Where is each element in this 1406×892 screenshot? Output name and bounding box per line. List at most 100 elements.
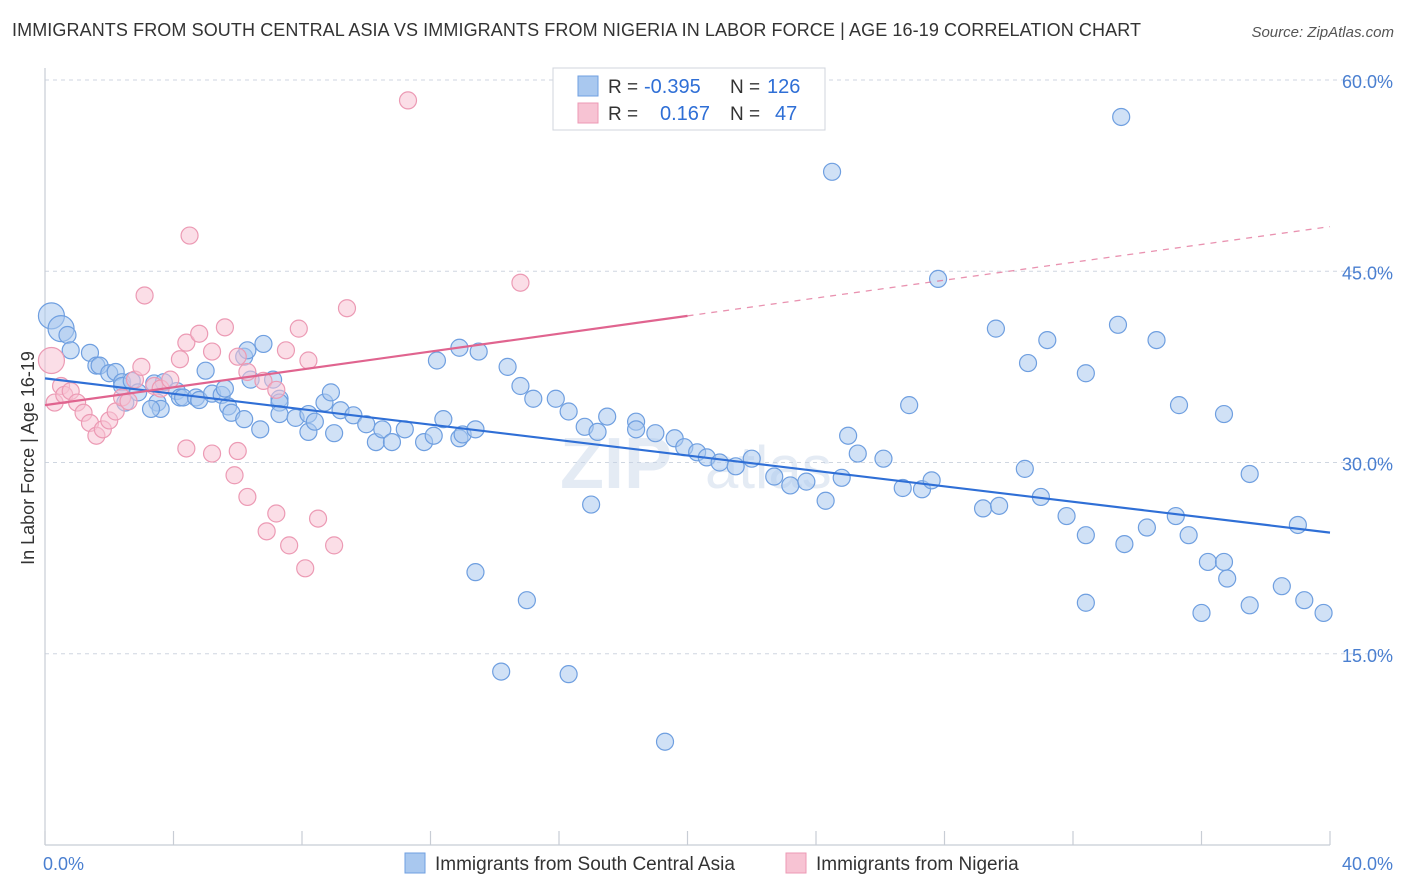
blue-point-127 — [1038, 331, 1057, 350]
bottom-legend-label-blue: Immigrants from South Central Asia — [435, 854, 735, 875]
legend-n-label-pink: N = — [730, 104, 760, 125]
pink-point-27 — [267, 380, 286, 399]
blue-point-100 — [1166, 506, 1185, 526]
pink-point-40 — [325, 536, 344, 555]
blue-point-67 — [559, 402, 578, 421]
blue-point-102 — [1198, 552, 1218, 572]
blue-point-112 — [655, 732, 675, 751]
x-tick-label-0: 0.0% — [43, 854, 84, 874]
blue-point-118 — [1240, 464, 1259, 484]
blue-point-64 — [511, 376, 530, 396]
blue-point-128 — [900, 396, 919, 415]
pink-point-37 — [280, 536, 299, 555]
blue-point-129 — [1076, 364, 1095, 383]
pink-point-34 — [238, 487, 257, 507]
chart-title: IMMIGRANTS FROM SOUTH CENTRAL ASIA VS IM… — [12, 20, 1142, 40]
blue-point-119 — [1288, 515, 1307, 535]
blue-point-3 — [61, 341, 80, 360]
legend-r-label-pink: R = — [608, 104, 638, 125]
blue-point-53 — [395, 420, 414, 439]
blue-point-49 — [357, 415, 376, 434]
blue-point-62 — [469, 342, 488, 361]
y-axis-label: In Labor Force | Age 16-19 — [18, 351, 38, 565]
y-tick-label-0: 15.0% — [1342, 646, 1393, 666]
pink-point-44 — [135, 286, 154, 305]
pink-point-15 — [132, 357, 151, 376]
blue-point-45 — [325, 424, 344, 443]
legend-n-value-pink: 47 — [775, 103, 797, 125]
pink-point-33 — [225, 466, 244, 485]
bottom-legend: Immigrants from South Central Asia Immig… — [404, 852, 1019, 875]
blue-point-109 — [517, 591, 536, 610]
blue-point-96 — [1057, 506, 1076, 526]
blue-point-113 — [582, 495, 601, 514]
blue-point-101 — [1179, 526, 1198, 545]
pink-point-22 — [202, 342, 222, 361]
pink-point-29 — [289, 319, 308, 338]
pink-point-23 — [215, 318, 234, 337]
blue-point-124 — [1214, 404, 1234, 424]
blue-point-66 — [546, 389, 565, 408]
blue-point-107 — [1314, 603, 1333, 623]
blue-point-81 — [765, 467, 784, 486]
blue-point-120 — [1214, 552, 1234, 572]
pink-point-21 — [190, 324, 209, 343]
blue-point-69 — [588, 422, 607, 441]
blue-point-92 — [973, 499, 993, 518]
blue-point-55 — [424, 426, 443, 445]
pink-point-26 — [254, 371, 273, 390]
blue-point-43 — [305, 412, 324, 431]
trend-line-south-central-asia — [44, 377, 1331, 534]
blue-point-2 — [58, 325, 77, 345]
blue-point-60 — [427, 351, 447, 370]
pink-point-46 — [228, 441, 247, 461]
blue-point-56 — [434, 410, 453, 429]
blue-point-123 — [1108, 315, 1128, 334]
blue-point-106 — [1295, 591, 1314, 610]
pink-point-19 — [170, 350, 190, 369]
pink-point-30 — [299, 351, 318, 370]
pink-point-20 — [177, 333, 196, 352]
blue-point-27 — [215, 379, 234, 398]
blue-point-116 — [1112, 107, 1131, 127]
blue-point-73 — [646, 424, 665, 443]
legend-r-value-blue: -0.395 — [644, 76, 701, 98]
pink-point-42 — [398, 91, 418, 110]
pink-point-32 — [202, 444, 222, 463]
blue-point-30 — [235, 410, 254, 429]
blue-point-104 — [1240, 596, 1259, 615]
blue-point-38 — [251, 420, 270, 439]
blue-point-82 — [781, 476, 800, 495]
bottom-legend-label-pink: Immigrants from Nigeria — [816, 854, 1019, 875]
blue-point-84 — [816, 491, 835, 510]
blue-point-131 — [1018, 353, 1038, 373]
pink-point-36 — [267, 504, 286, 523]
blue-point-88 — [874, 449, 893, 468]
pink-point-28 — [276, 341, 296, 360]
blue-point-122 — [1192, 603, 1211, 623]
blue-point-98 — [1115, 534, 1134, 554]
x-axis-ticks — [44, 831, 1331, 845]
blue-point-103 — [1218, 569, 1237, 588]
blue-point-33 — [254, 334, 273, 354]
pink-point-35 — [257, 522, 276, 541]
y-tick-labels: 15.0% 30.0% 45.0% 60.0% — [1342, 72, 1393, 666]
blue-point-97 — [1076, 526, 1095, 545]
blue-point-117 — [928, 269, 948, 288]
blue-point-93 — [990, 496, 1009, 515]
pink-point-41 — [511, 273, 530, 292]
pink-point-0 — [37, 346, 66, 375]
blue-point-121 — [1076, 593, 1095, 612]
blue-point-47 — [321, 383, 341, 402]
x-tick-label-1: 40.0% — [1342, 854, 1393, 874]
blue-point-108 — [466, 563, 485, 582]
trend-line-nigeria-solid — [44, 314, 688, 407]
legend-box: R = -0.395 N = 126 R = 0.167 N = 47 — [552, 67, 826, 131]
series-nigeria — [37, 91, 530, 578]
source-label: Source: ZipAtlas.com — [1251, 24, 1394, 41]
legend-r-value-pink: 0.167 — [660, 103, 710, 125]
blue-point-18 — [141, 399, 161, 419]
bottom-legend-swatch-pink — [785, 852, 807, 874]
blue-point-111 — [559, 665, 578, 684]
